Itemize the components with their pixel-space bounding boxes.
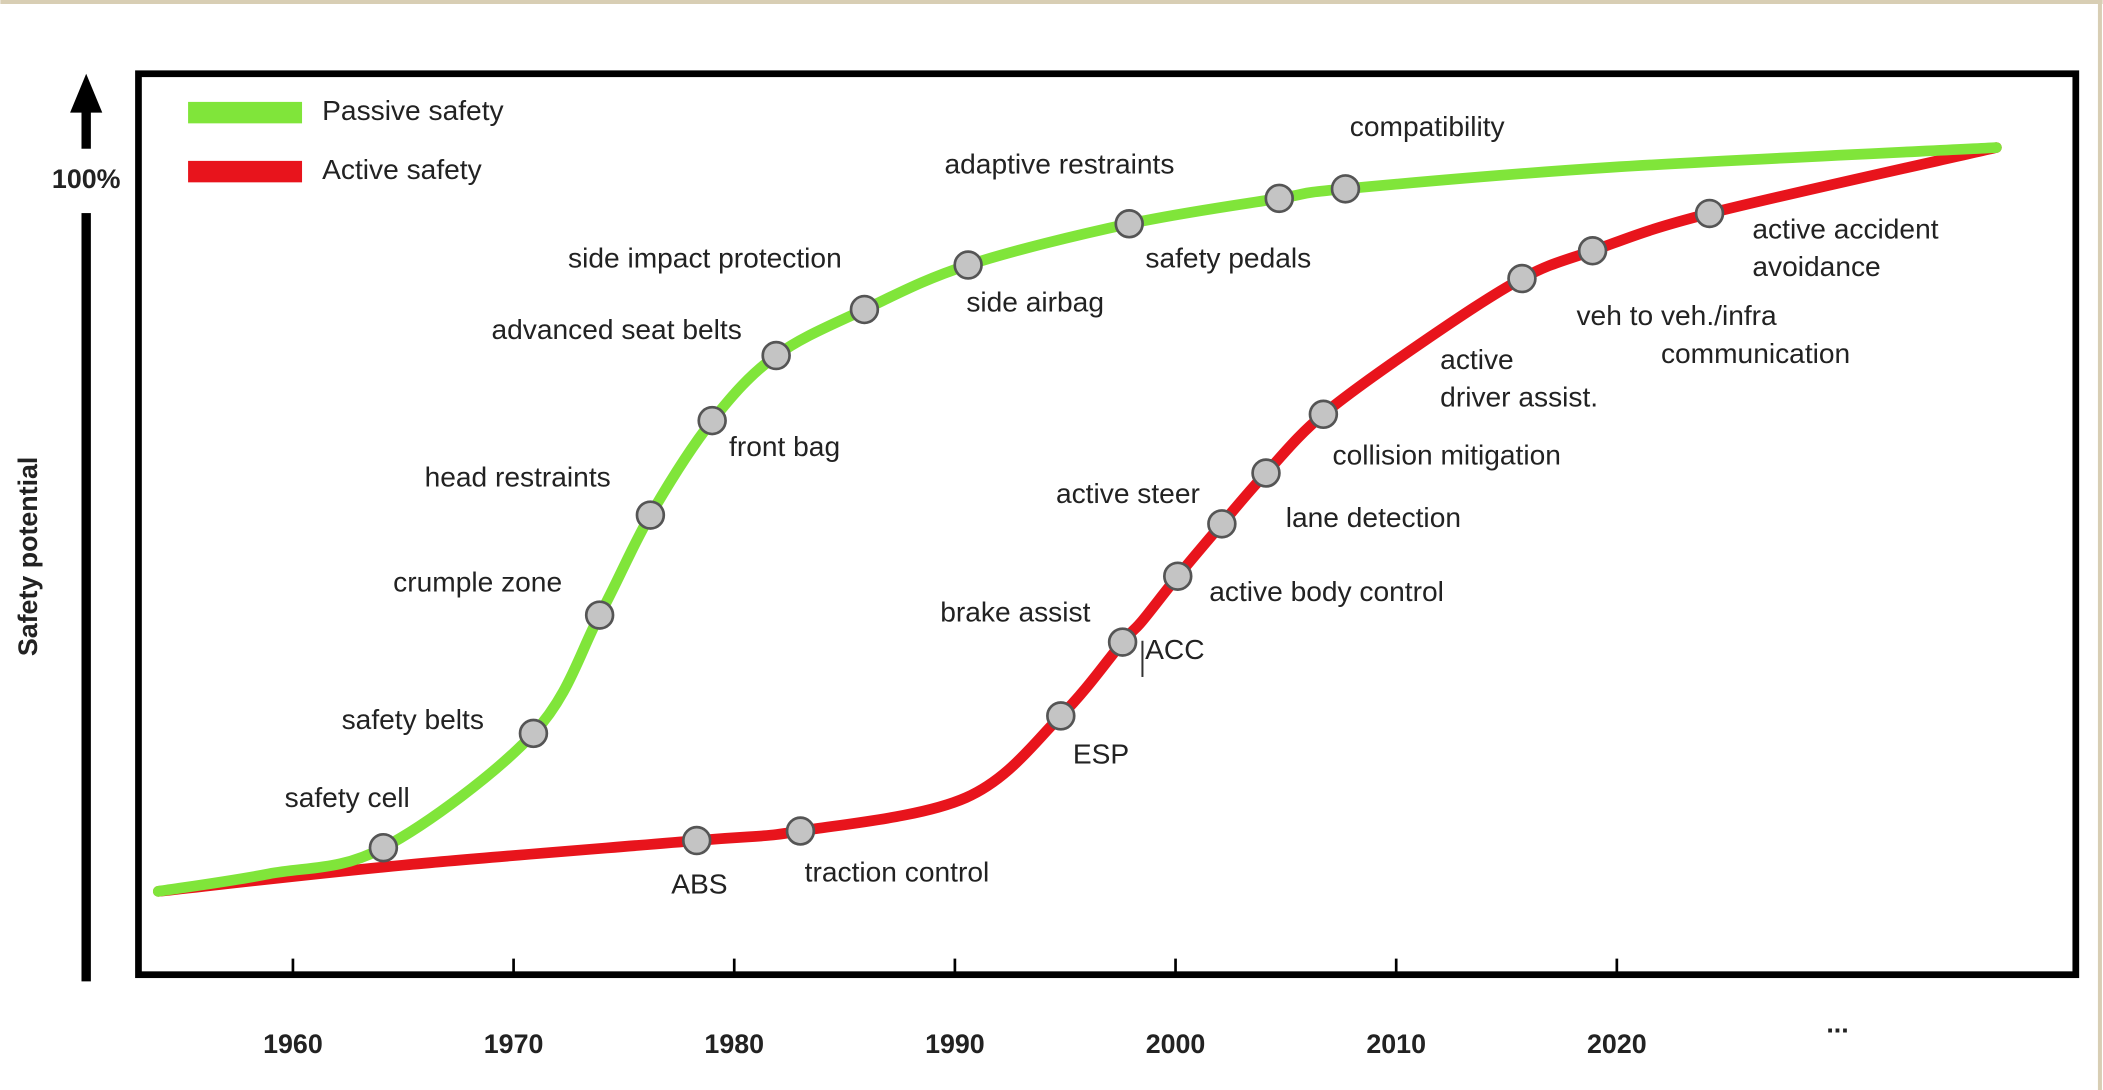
- point: [1507, 263, 1537, 294]
- point-label: head restraints: [425, 461, 611, 492]
- markers: [368, 174, 1725, 863]
- y-tick-gap: [40, 148, 132, 214]
- point: [761, 340, 791, 371]
- point: [1694, 198, 1725, 229]
- legend-swatch: [188, 101, 303, 124]
- point: [584, 600, 615, 630]
- point-label: compatibility: [1350, 111, 1506, 142]
- x-tick-label: 1960: [263, 1029, 323, 1059]
- point: [635, 500, 666, 530]
- point-label: ESP: [1073, 739, 1129, 770]
- point: [785, 816, 816, 846]
- plot-frame: [135, 70, 2080, 979]
- point-label: driver assist.: [1440, 382, 1598, 413]
- point-label: lane detection: [1286, 502, 1461, 533]
- point-label: active body control: [1209, 576, 1444, 607]
- line: [152, 142, 2002, 897]
- y-axis-label: Safety potential: [13, 457, 43, 657]
- point: [1207, 509, 1237, 539]
- x-tick-label: 2010: [1366, 1029, 1426, 1059]
- x-tick-label: 1990: [925, 1029, 985, 1059]
- point: [1114, 209, 1144, 239]
- x-tick-label: 1980: [704, 1029, 764, 1059]
- point-label: ACC: [1145, 634, 1204, 665]
- x-tick-label: 1970: [484, 1029, 544, 1059]
- point-label: front bag: [729, 431, 840, 462]
- point: [849, 294, 880, 325]
- legend: Passive safety Active safety: [188, 95, 505, 185]
- x-tick-label: 2020: [1587, 1029, 1647, 1059]
- point-label: side airbag: [966, 286, 1104, 317]
- x-tick-label: 2000: [1146, 1029, 1206, 1059]
- point: [1163, 561, 1193, 591]
- point-label: traction control: [805, 856, 990, 887]
- point-label: avoidance: [1752, 251, 1880, 282]
- legend-swatch: [188, 160, 303, 183]
- point-label: active: [1440, 344, 1514, 375]
- point-label: veh to veh./infra: [1576, 300, 1777, 331]
- x-tick-label: ...: [1826, 1009, 1848, 1039]
- point: [368, 832, 399, 863]
- point: [1330, 174, 1361, 204]
- point-label: active accident: [1752, 213, 1938, 244]
- point-label: safety cell: [285, 782, 410, 813]
- point-label: brake assist: [940, 596, 1090, 627]
- point: [1251, 458, 1281, 488]
- point-label: advanced seat belts: [491, 314, 741, 345]
- point: [1577, 236, 1608, 266]
- point-label: adaptive restraints: [945, 149, 1175, 180]
- point-label: ABS: [671, 869, 727, 900]
- y-tick-label: 100%: [52, 164, 121, 194]
- point-label: communication: [1661, 338, 1850, 369]
- point: [681, 825, 712, 856]
- point: [1308, 399, 1339, 430]
- point: [1046, 701, 1076, 731]
- point: [518, 718, 549, 749]
- point-label: side impact protection: [568, 242, 842, 273]
- point: [953, 250, 983, 280]
- point: [697, 405, 727, 436]
- y-axis-arrowhead: [70, 73, 103, 113]
- point-label: collision mitigation: [1333, 440, 1561, 471]
- point-label: safety pedals: [1145, 242, 1311, 273]
- legend-label: Passive safety: [322, 95, 504, 126]
- point-label: crumple zone: [393, 567, 562, 598]
- point: [1264, 183, 1294, 214]
- legend-label: Active safety: [322, 154, 482, 185]
- point-label: active steer: [1056, 478, 1200, 509]
- point: [1107, 627, 1138, 657]
- point-label: safety belts: [342, 704, 484, 735]
